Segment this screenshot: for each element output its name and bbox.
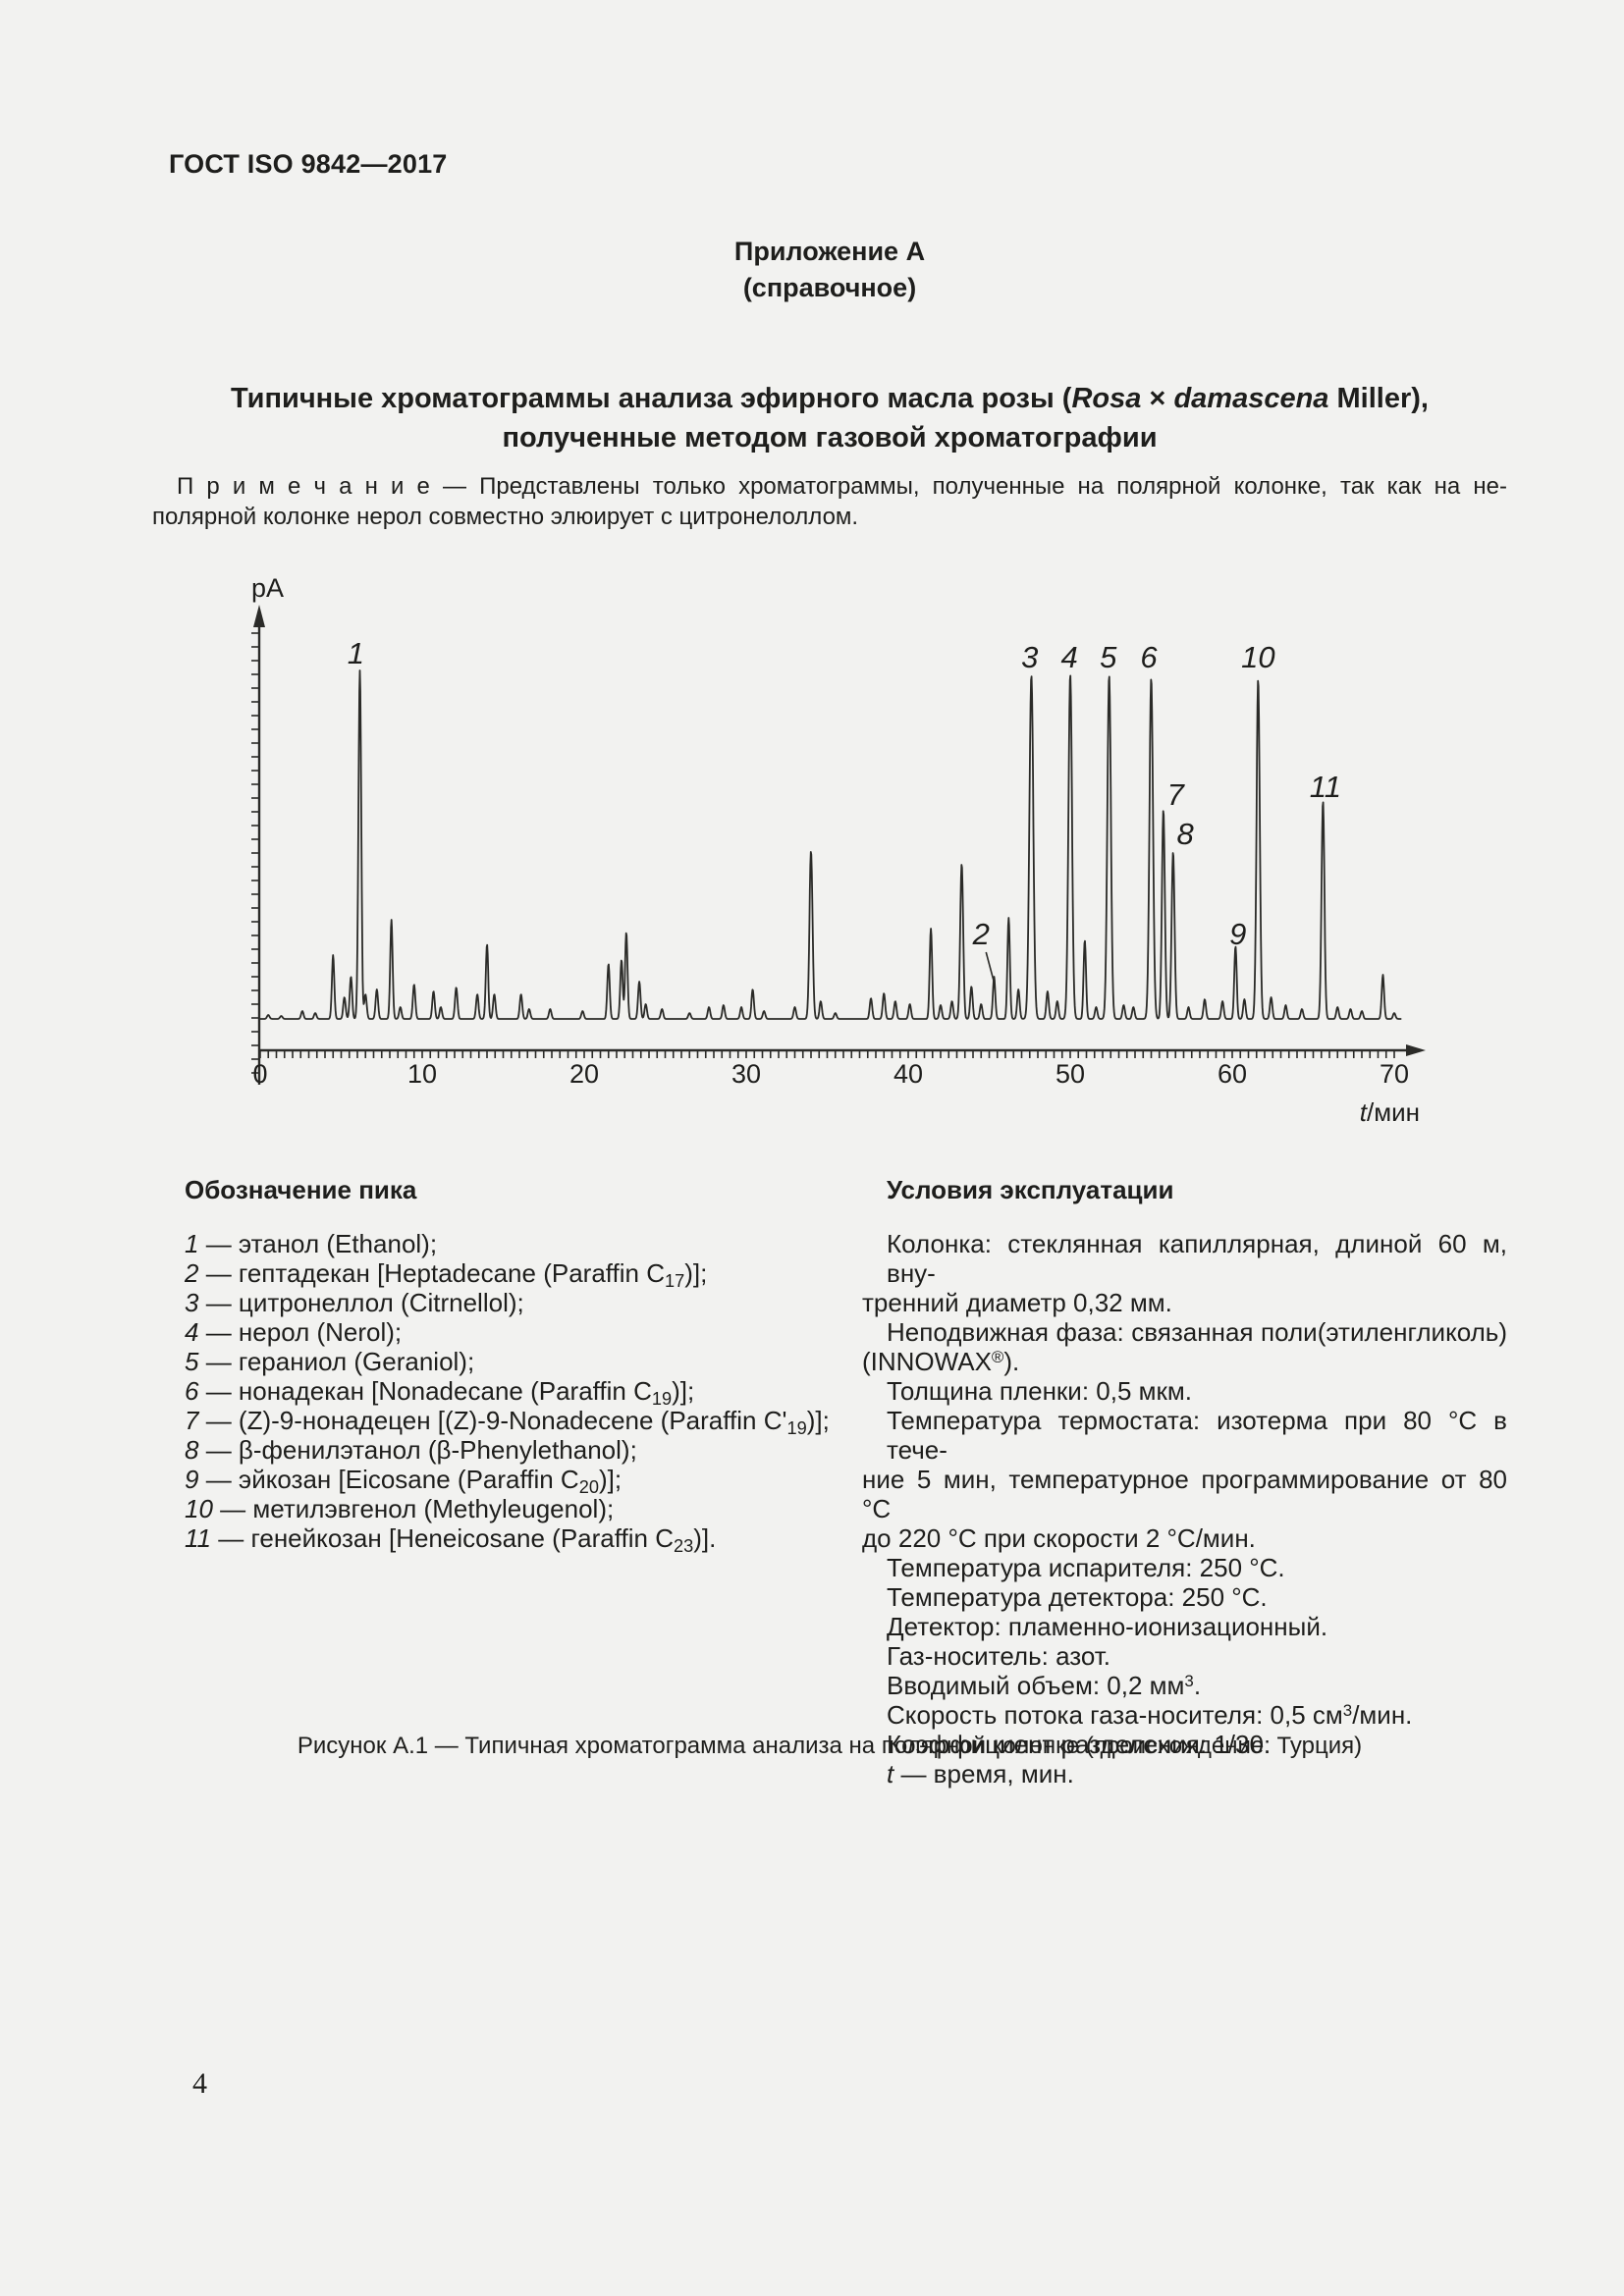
legend-item: 8 — β-фенилэтанол (β-Phenylethanol);	[185, 1435, 637, 1465]
note-paragraph: П р и м е ч а н и е — Представлены тольк…	[152, 471, 1507, 532]
legend-item: 6 — нонадекан [Nonadecane (Paraffin C19)…	[185, 1376, 695, 1410]
conditions-line: Скорость потока газа-носителя: 0,5 см3/м…	[887, 1700, 1413, 1730]
conditions-line: Газ-носитель: азот.	[887, 1641, 1111, 1671]
conditions-line: Температура испарителя: 250 °C.	[887, 1553, 1285, 1582]
document-title-line1: Типичные хроматограммы анализа эфирного …	[231, 383, 1429, 414]
appendix-title: Приложение А	[733, 237, 926, 266]
appendix-subtitle: (справочное)	[742, 273, 917, 302]
conditions-line: Колонка: стеклянная капиллярная, длиной …	[887, 1229, 1507, 1288]
x-tick-label: 20	[569, 1059, 599, 1089]
peak-label: 5	[1100, 640, 1117, 674]
x-tick-label: 60	[1218, 1059, 1247, 1089]
legend-item-number: 10	[185, 1494, 213, 1523]
chromatogram-trace	[259, 669, 1402, 1020]
x-tick-label: 50	[1056, 1059, 1085, 1089]
conditions-line: Детектор: пламенно-ионизационный.	[887, 1612, 1328, 1641]
legend-item-number: 8	[185, 1435, 199, 1465]
legend-item-number: 9	[185, 1465, 199, 1494]
peak-label-leader-line	[985, 951, 996, 983]
chromatogram-chart: 0 10 20 30 40 50 60 70 pA t/мин 1 2 3 4 5 6 7 8 9 10 11	[251, 573, 1426, 1127]
conditions-line: ние 5 мин, температурное программировани…	[862, 1465, 1507, 1523]
legend-item-number: 6	[185, 1376, 199, 1406]
legend-item-number: 4	[185, 1317, 199, 1347]
document-header: ГОСТ ISO 9842—2017	[169, 149, 448, 179]
page-number: 4	[192, 2067, 207, 2100]
conditions-line: Неподвижная фаза: связанная поли(этиленг…	[887, 1317, 1507, 1347]
legend-item-number: 5	[185, 1347, 199, 1376]
x-tick-label: 30	[731, 1059, 761, 1089]
y-axis-unit-label: pA	[251, 573, 284, 603]
legend-item: 9 — эйкозан [Eicosane (Paraffin C20)];	[185, 1465, 623, 1498]
conditions-line: тренний диаметр 0,32 мм.	[862, 1288, 1172, 1317]
conditions-line: Толщина пленки: 0,5 мкм.	[887, 1376, 1192, 1406]
peak-label: 10	[1241, 640, 1274, 674]
legend-item: 2 — гептадекан [Heptadecane (Paraffin C1…	[185, 1258, 708, 1292]
legend-item-number: 3	[185, 1288, 199, 1317]
conditions-line: Температура детектора: 250 °C.	[887, 1582, 1268, 1612]
legend-item: 11 — генейкозан [Heneicosane (Paraffin C…	[185, 1523, 717, 1557]
x-tick-label: 70	[1380, 1059, 1409, 1089]
x-axis-unit-label: t/мин	[1360, 1097, 1420, 1127]
document-title: Типичные хроматограммы анализа эфирного …	[152, 379, 1507, 457]
conditions-line: Коэффициент разделения: 1/30.	[887, 1730, 1272, 1759]
conditions-line: Вводимый объем: 0,2 мм3.	[887, 1671, 1202, 1700]
peak-label: 8	[1177, 817, 1195, 851]
legend-items: 1 — этанол (Ethanol); 2 — гептадекан [Hep…	[185, 1229, 872, 1557]
peak-label: 9	[1229, 917, 1246, 951]
x-tick-label: 10	[407, 1059, 437, 1089]
legend-item: 7 — (Z)-9-нонадецен [(Z)-9-Nonadecene (P…	[185, 1406, 830, 1439]
legend-item: 10 — метилэвгенол (Methyleugenol);	[185, 1494, 615, 1523]
x-tick-label: 0	[252, 1059, 267, 1089]
document-title-line2: полученные методом газовой хроматографии	[502, 422, 1158, 454]
x-axis-arrow-icon	[1406, 1044, 1426, 1056]
peak-label: 2	[972, 917, 990, 951]
peak-label: 4	[1061, 640, 1078, 674]
conditions-line: t — время, мин.	[887, 1759, 1074, 1789]
legend-item: 5 — гераниол (Geraniol);	[185, 1347, 475, 1376]
conditions-heading: Условия эксплуатации	[887, 1175, 1174, 1204]
note-line1: П р и м е ч а н и е — Представлены тольк…	[177, 473, 1507, 500]
peak-label: 6	[1140, 640, 1158, 674]
conditions-line: (INNOWAX®).	[862, 1347, 1020, 1376]
peak-label: 11	[1310, 770, 1341, 804]
legend-item-number: 7	[185, 1406, 199, 1435]
note-line2: полярной колонке нерол совместно элюируе…	[152, 504, 859, 530]
x-tick-label: 40	[893, 1059, 923, 1089]
conditions-line: до 220 °C при скорости 2 °C/мин.	[862, 1523, 1256, 1553]
legend-item-number: 2	[185, 1258, 199, 1288]
y-axis-arrow-icon	[253, 605, 265, 627]
legend-item-number: 1	[185, 1229, 199, 1258]
legend-item-number: 11	[185, 1523, 211, 1553]
peak-label: 7	[1167, 777, 1186, 812]
legend-item: 3 — цитронеллол (Citrnellol);	[185, 1288, 524, 1317]
appendix-block: Приложение А (справочное)	[152, 234, 1507, 306]
conditions-line: Температура термостата: изотерма при 80 …	[887, 1406, 1507, 1465]
peak-label: 1	[348, 636, 364, 670]
figure-caption: Рисунок А.1 — Типичная хроматограмма ана…	[297, 1733, 1363, 1759]
conditions-lines: Колонка: стеклянная капиллярная, длиной …	[862, 1229, 1507, 1789]
peak-label: 3	[1021, 640, 1038, 674]
legend-item: 4 — нерол (Nerol);	[185, 1317, 403, 1347]
legend-heading: Обозначение пика	[185, 1175, 417, 1204]
legend-item: 1 — этанол (Ethanol);	[185, 1229, 438, 1258]
